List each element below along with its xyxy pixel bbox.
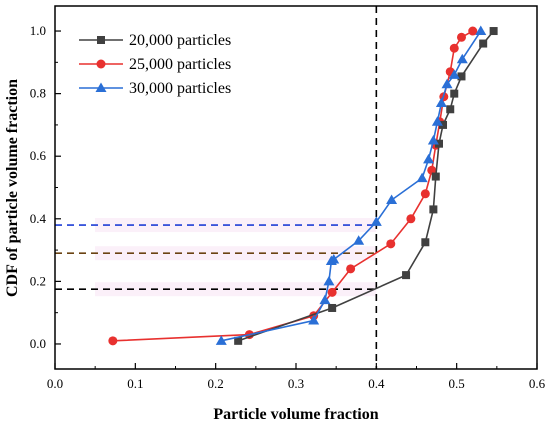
y-tick-label: 1.0 [30, 23, 46, 38]
data-point [108, 336, 118, 346]
data-point [386, 239, 396, 249]
data-point [475, 25, 487, 36]
data-point [421, 238, 430, 247]
data-point [456, 32, 466, 42]
series-layer [108, 25, 498, 346]
data-point [439, 120, 448, 129]
data-point [346, 264, 356, 274]
legend-item: 20,000 particles [79, 32, 231, 49]
series-1 [234, 27, 498, 345]
data-point [427, 135, 439, 145]
data-point [402, 271, 411, 280]
data-point [328, 303, 337, 312]
legend-item: 25,000 particles [79, 56, 231, 73]
x-tick-label: 0.3 [288, 376, 304, 391]
y-tick-label: 0.2 [30, 273, 46, 288]
legend-item: 30,000 particles [79, 80, 231, 97]
x-tick-label: 0.6 [529, 376, 546, 391]
data-point [370, 216, 382, 226]
data-point [353, 235, 365, 245]
data-point [446, 105, 455, 114]
data-point [449, 43, 459, 53]
legend-marker [97, 36, 105, 44]
data-point [234, 336, 243, 345]
legend-label: 30,000 particles [129, 80, 231, 97]
legend: 20,000 particles 25,000 particles 30,000 p… [79, 32, 231, 97]
data-point [308, 314, 320, 325]
legend-marker [96, 59, 106, 69]
x-tick-label: 0.2 [208, 376, 224, 391]
x-tick-label: 0.5 [449, 376, 465, 391]
data-point [327, 287, 337, 297]
data-point [386, 194, 398, 205]
x-axis-title: Particle volume fraction [213, 406, 378, 423]
y-axis-title: CDF of particle volume fraction [4, 79, 21, 297]
data-point [423, 153, 435, 164]
data-point [456, 53, 468, 64]
data-point [435, 97, 447, 108]
data-point [448, 69, 460, 79]
y-tick-label: 0.4 [30, 211, 47, 226]
legend-label: 25,000 particles [129, 56, 231, 73]
data-point [328, 253, 340, 264]
x-tick-label: 0.1 [127, 376, 143, 391]
data-point [420, 189, 430, 199]
x-tick-label: 0.0 [47, 376, 63, 391]
data-point [323, 275, 335, 286]
data-point [416, 172, 428, 183]
data-point [468, 26, 478, 36]
data-point [434, 139, 443, 148]
data-point [319, 294, 331, 305]
data-point [429, 205, 438, 214]
y-tick-label: 0.0 [30, 336, 46, 351]
data-point [427, 165, 437, 175]
x-tick-label: 0.4 [368, 376, 385, 391]
data-point [450, 89, 459, 98]
data-point [431, 172, 440, 181]
data-point [457, 72, 466, 81]
axes-layer: 0.0 0.1 0.2 0.3 0.4 0.5 0.6 0.0 0.2 0.4 0.6 0.8 1.0 [30, 23, 546, 391]
data-point [479, 39, 488, 48]
guide-lines [55, 6, 378, 369]
y-tick-label: 0.6 [30, 148, 47, 163]
y-tick-label: 0.8 [30, 86, 46, 101]
data-point [441, 78, 453, 89]
series-3 [215, 25, 487, 345]
data-point [431, 116, 443, 126]
legend-marker [95, 82, 107, 92]
data-point [215, 335, 227, 345]
data-point [406, 214, 416, 224]
legend-label: 20,000 particles [129, 32, 231, 49]
data-point [489, 27, 498, 36]
